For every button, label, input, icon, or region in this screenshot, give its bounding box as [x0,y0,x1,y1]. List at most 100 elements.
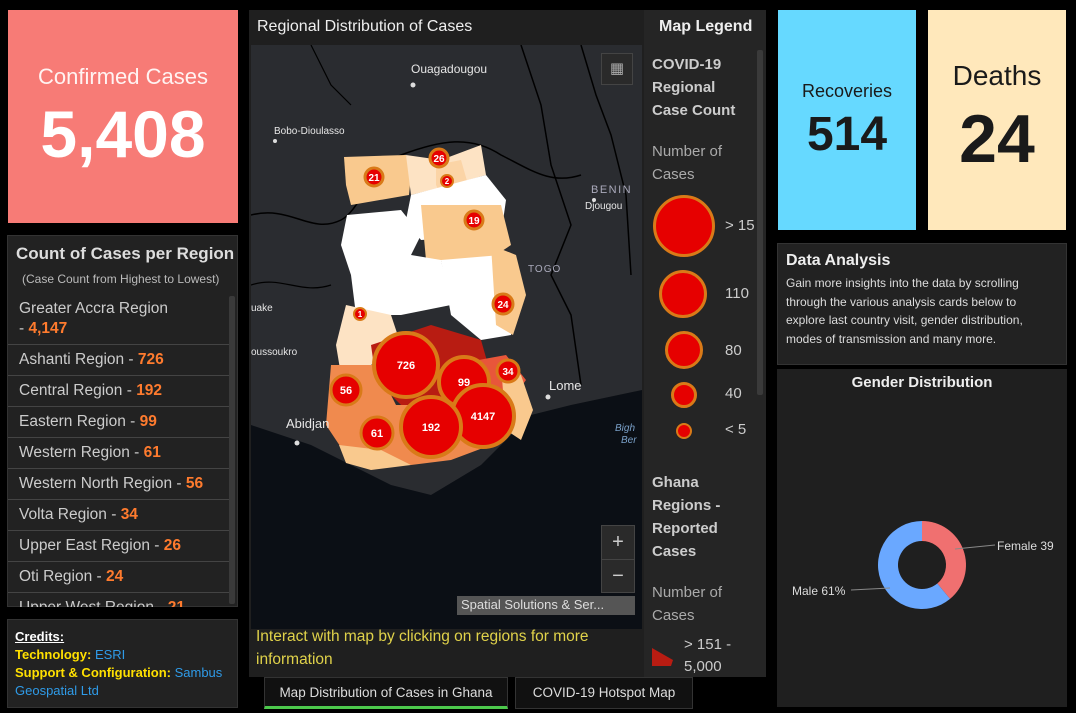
region-list[interactable]: Greater Accra Region - 4,147 Ashanti Reg… [8,294,230,607]
map-instructions: Interact with map by clicking on regions… [256,628,589,668]
technology-label: Technology: [15,647,92,662]
region-count: 4,147 [28,320,68,337]
deaths-label: Deaths [952,60,1042,91]
recoveries-value: 514 [806,108,888,161]
recoveries-label: Recoveries [801,81,893,101]
region-name: Greater Accra Region [19,300,169,317]
map-attribution[interactable]: Spatial Solutions & Ser... [457,596,635,615]
region-item-greater-accra[interactable]: Greater Accra Region - 4,147 [8,294,230,345]
basemap-gallery-icon[interactable]: ▦ [601,53,633,85]
support-link[interactable]: Sambus Geospatial Ltd [15,665,223,698]
bubble-label: 26 [433,154,445,165]
donut-slice-male[interactable] [878,521,951,609]
region-name: Eastern Region [19,413,126,430]
zoom-out-button[interactable]: − [602,559,634,592]
bubble-label: 56 [340,385,352,397]
legend-symbol-label: 110 [725,285,749,302]
region-name: Upper West Region [19,599,154,607]
legend-symbol-medium [665,331,703,369]
region-item-central[interactable]: Central Region - 192 [8,376,230,407]
region-name: Upper East Region [19,537,150,554]
region-sep: - [124,351,138,368]
region-list-scrollbar[interactable] [229,296,235,604]
region-item-upper-east[interactable]: Upper East Region - 26 [8,531,230,562]
confirmed-cases-value: 5,408 [40,97,206,171]
legend-symbol-tiny [676,423,692,439]
region-count: 21 [168,599,185,607]
legend-symbol-small [671,382,697,408]
place-label: Abidjan [286,416,329,431]
legend-polygon-swatch [652,648,673,666]
tab-hotspot-map[interactable]: COVID-19 Hotspot Map [515,677,693,709]
zoom-in-button[interactable]: + [612,531,624,553]
bubble-label: 24 [497,300,509,311]
region-count-subtitle: (Case Count from Highest to Lowest) [22,272,220,286]
bubble-label: 19 [468,216,480,227]
gender-donut-chart[interactable]: Female 39 Male 61% [777,369,1067,707]
data-analysis-panel: Data Analysis Gain more insights into th… [777,243,1067,365]
region-name: Volta Region [19,506,107,523]
region-item-upper-west[interactable]: Upper West Region - 21 [8,593,230,607]
bubble-western [359,415,395,451]
map-panel: Regional Distribution of Cases [249,10,766,677]
region-count: 726 [137,351,164,368]
map-view[interactable]: 726 99 4147 192 56 61 34 24 19 26 21 2 1… [251,45,642,629]
recoveries-card: Recoveries 514 [778,10,916,230]
bubble-label: 2 [445,177,450,186]
place-label: oussoukro [251,347,298,358]
region-sep: - [129,444,144,461]
tab-map-distribution[interactable]: Map Distribution of Cases in Ghana [264,677,508,709]
case-bubbles[interactable] [329,147,521,459]
legend-scrollbar[interactable] [757,50,763,395]
region-name: Oti Region [19,568,93,585]
confirmed-cases-card: Confirmed Cases 5,408 [8,10,238,223]
male-label: Male 61% [792,584,846,598]
data-analysis-text: Gain more insights into the data by scro… [786,276,1023,346]
place-label: Djougou [585,201,622,212]
bubble-central [399,395,463,459]
bubble-upper-west [363,166,385,188]
place-label: Ber [621,435,637,446]
bubble-northern [463,209,485,231]
bubble-oti [491,292,515,316]
region-sep: - [19,320,29,337]
region-name: Central Region [19,382,123,399]
bubble-label: 1 [358,310,363,319]
region-count: 34 [120,506,138,523]
credits-panel: Credits: Technology: ESRI Support & Conf… [7,619,238,708]
region-item-western[interactable]: Western Region - 61 [8,438,230,469]
region-sep: - [122,382,137,399]
legend-layer1-title: COVID-19 Regional Case Count [652,56,736,119]
region-count: 26 [163,537,181,554]
bubble-north-east [440,174,454,188]
bubble-label: 61 [371,428,383,440]
region-sep: - [92,568,107,585]
bubble-label: 99 [458,377,470,389]
region-name: Ashanti Region [19,351,125,368]
gender-distribution-card: Gender Distribution Female 39 Male 61% [777,369,1067,707]
legend-class-label: > 151 - 5,000 [684,636,732,675]
donut-slice-female[interactable] [922,521,966,599]
technology-link[interactable]: ESRI [94,647,126,662]
region-sep: - [154,599,168,607]
region-sep: - [149,537,164,554]
region-sep: - [172,475,186,492]
legend-layer2-title: Ghana Regions - Reported Cases [652,474,721,560]
legend-symbol-label: 40 [725,385,742,402]
female-label: Female 39 [997,539,1054,553]
region-item-volta[interactable]: Volta Region - 34 [8,500,230,531]
region-item-ashanti[interactable]: Ashanti Region - 726 [8,345,230,376]
region-name: Western Region [19,444,130,461]
region-item-western-north[interactable]: Western North Region - 56 [8,469,230,500]
bubble-label: 192 [422,422,440,434]
region-sep: - [125,413,140,430]
deaths-value: 24 [959,101,1035,177]
legend-layer1-subtitle: Number of Cases [652,143,723,183]
region-item-eastern[interactable]: Eastern Region - 99 [8,407,230,438]
region-item-oti[interactable]: Oti Region - 24 [8,562,230,593]
region-count: 61 [143,444,161,461]
map-legend: Map Legend COVID-19 Regional Case Count … [644,10,766,677]
map-tabs: Map Distribution of Cases in Ghana COVID… [264,677,694,711]
legend-symbol-medium-large [659,270,707,318]
bubble-western-north [329,373,363,407]
